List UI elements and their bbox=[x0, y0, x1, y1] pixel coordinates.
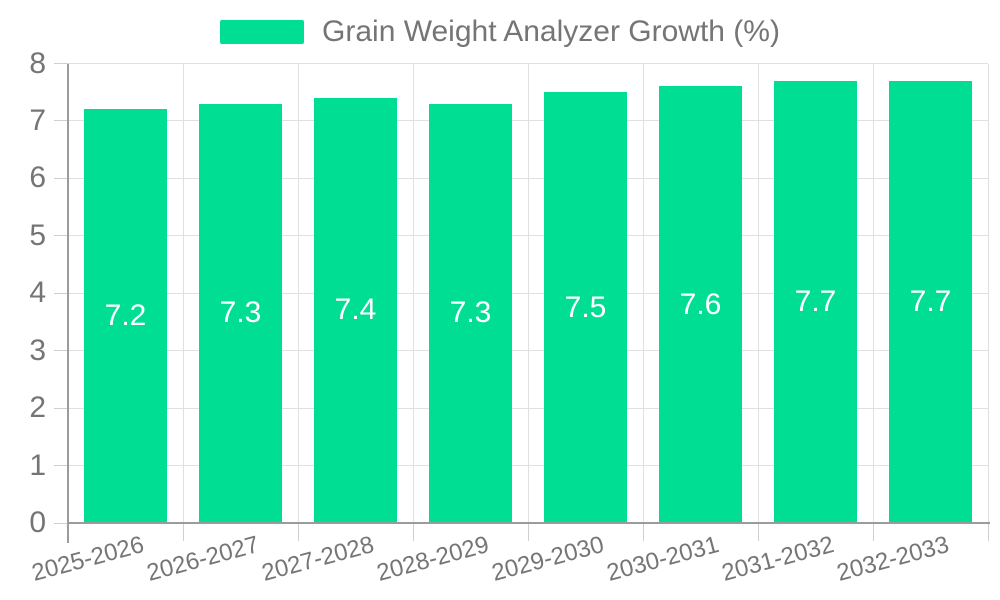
x-gridline bbox=[757, 63, 759, 523]
bar-value-label: 7.4 bbox=[334, 293, 377, 327]
bar-value-label: 7.2 bbox=[104, 299, 147, 333]
y-axis-line bbox=[67, 63, 69, 543]
x-axis-tick bbox=[297, 523, 299, 541]
legend-swatch bbox=[220, 20, 305, 44]
x-axis-tick bbox=[642, 523, 644, 541]
y-axis-tick-label: 2 bbox=[29, 391, 46, 425]
bar-value-label: 7.5 bbox=[564, 290, 607, 324]
bar[interactable] bbox=[659, 86, 742, 523]
x-gridline bbox=[987, 63, 989, 523]
bar-value-label: 7.7 bbox=[794, 284, 837, 318]
x-axis-tick-label: 2028-2029 bbox=[373, 531, 492, 587]
x-gridline bbox=[527, 63, 529, 523]
x-gridline bbox=[642, 63, 644, 523]
y-axis-tick-label: 7 bbox=[29, 103, 46, 137]
x-axis-tick-label: 2027-2028 bbox=[258, 531, 377, 587]
bar[interactable] bbox=[84, 109, 167, 523]
x-gridline bbox=[297, 63, 299, 523]
y-axis-tick bbox=[54, 177, 68, 179]
x-axis-tick-label: 2031-2032 bbox=[718, 531, 837, 587]
x-axis-tick bbox=[527, 523, 529, 541]
bar[interactable] bbox=[314, 97, 397, 523]
bar[interactable] bbox=[544, 92, 627, 523]
y-axis-tick-label: 1 bbox=[29, 448, 46, 482]
x-axis-tick bbox=[182, 523, 184, 541]
y-axis-tick-label: 0 bbox=[29, 506, 46, 539]
bar[interactable] bbox=[199, 103, 282, 523]
bar[interactable] bbox=[889, 80, 972, 523]
y-axis-tick bbox=[54, 407, 68, 409]
x-axis-tick bbox=[757, 523, 759, 541]
x-axis-tick bbox=[412, 523, 414, 541]
x-axis-tick-label: 2029-2030 bbox=[488, 531, 607, 587]
bar[interactable] bbox=[429, 103, 512, 523]
bar-value-label: 7.6 bbox=[679, 287, 722, 321]
bar-value-label: 7.3 bbox=[219, 296, 262, 330]
x-gridline bbox=[872, 63, 874, 523]
legend[interactable]: Grain Weight Analyzer Growth (%) bbox=[0, 14, 1000, 50]
y-axis-tick-label: 3 bbox=[29, 333, 46, 367]
x-axis-tick-label: 2032-2033 bbox=[833, 531, 952, 587]
bar-value-label: 7.3 bbox=[449, 296, 492, 330]
x-axis-tick bbox=[872, 523, 874, 541]
y-axis-tick bbox=[54, 235, 68, 237]
x-axis-tick-label: 2026-2027 bbox=[143, 531, 262, 587]
bar-value-label: 7.7 bbox=[909, 284, 952, 318]
y-axis-tick-label: 8 bbox=[29, 46, 46, 80]
x-axis-tick-label: 2025-2026 bbox=[28, 531, 147, 587]
y-axis-tick bbox=[54, 522, 68, 524]
y-axis-tick bbox=[54, 120, 68, 122]
x-axis-tick bbox=[987, 523, 989, 541]
x-axis-tick-label: 2030-2031 bbox=[603, 531, 722, 587]
y-axis-tick bbox=[54, 465, 68, 467]
bar[interactable] bbox=[774, 80, 857, 523]
y-axis-tick bbox=[54, 350, 68, 352]
y-axis-tick bbox=[54, 292, 68, 294]
x-axis-line bbox=[68, 522, 990, 524]
x-gridline bbox=[412, 63, 414, 523]
legend-label: Grain Weight Analyzer Growth (%) bbox=[322, 15, 780, 48]
y-axis-tick-label: 5 bbox=[29, 218, 46, 252]
x-gridline bbox=[182, 63, 184, 523]
y-axis-tick bbox=[54, 63, 68, 64]
y-axis-tick-label: 6 bbox=[29, 161, 46, 195]
y-axis-tick-label: 4 bbox=[29, 276, 46, 310]
